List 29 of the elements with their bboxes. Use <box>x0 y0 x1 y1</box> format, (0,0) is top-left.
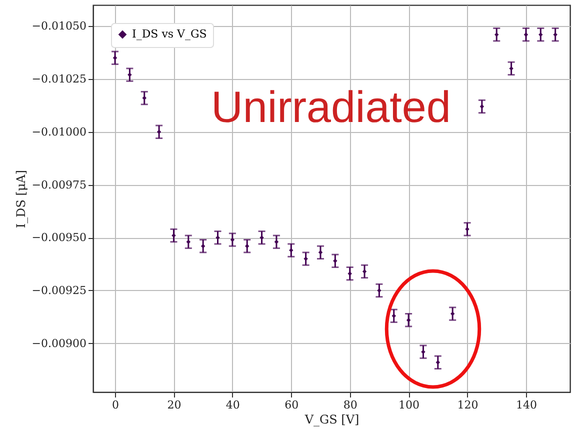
x-tick-label: 80 <box>343 398 358 412</box>
x-axis-title: V_GS [V] <box>304 412 360 426</box>
x-tick-label: 0 <box>112 398 120 412</box>
point <box>392 314 396 318</box>
point <box>260 236 264 240</box>
point <box>289 248 294 252</box>
point <box>362 269 367 274</box>
y-tick-label: −0.01000 <box>32 125 86 138</box>
y-tick-label: −0.00900 <box>32 336 86 350</box>
y-tick-label: −0.00950 <box>32 231 86 244</box>
y-tick-label: −0.00925 <box>32 284 86 297</box>
x-tick-label: 140 <box>516 398 537 412</box>
y-axis-title: I_DS [μA] <box>14 170 28 228</box>
y-tick-label: −0.00975 <box>32 178 86 192</box>
annotation: Unirradiated <box>211 83 451 132</box>
x-tick-label: 120 <box>457 398 478 412</box>
y-tick-label: −0.01050 <box>32 20 86 33</box>
x-tick-label: 20 <box>167 398 182 412</box>
point <box>142 96 146 100</box>
point <box>480 104 484 109</box>
point <box>128 72 132 77</box>
x-tick-label: 40 <box>226 398 240 412</box>
legend-label: I_DS vs V_GS <box>132 28 207 40</box>
point <box>304 256 308 261</box>
point <box>186 240 191 244</box>
point <box>274 240 279 244</box>
y-tick-label: −0.01025 <box>32 72 86 86</box>
x-tick-label: 100 <box>398 398 420 412</box>
x-tick-label: 60 <box>284 398 299 412</box>
